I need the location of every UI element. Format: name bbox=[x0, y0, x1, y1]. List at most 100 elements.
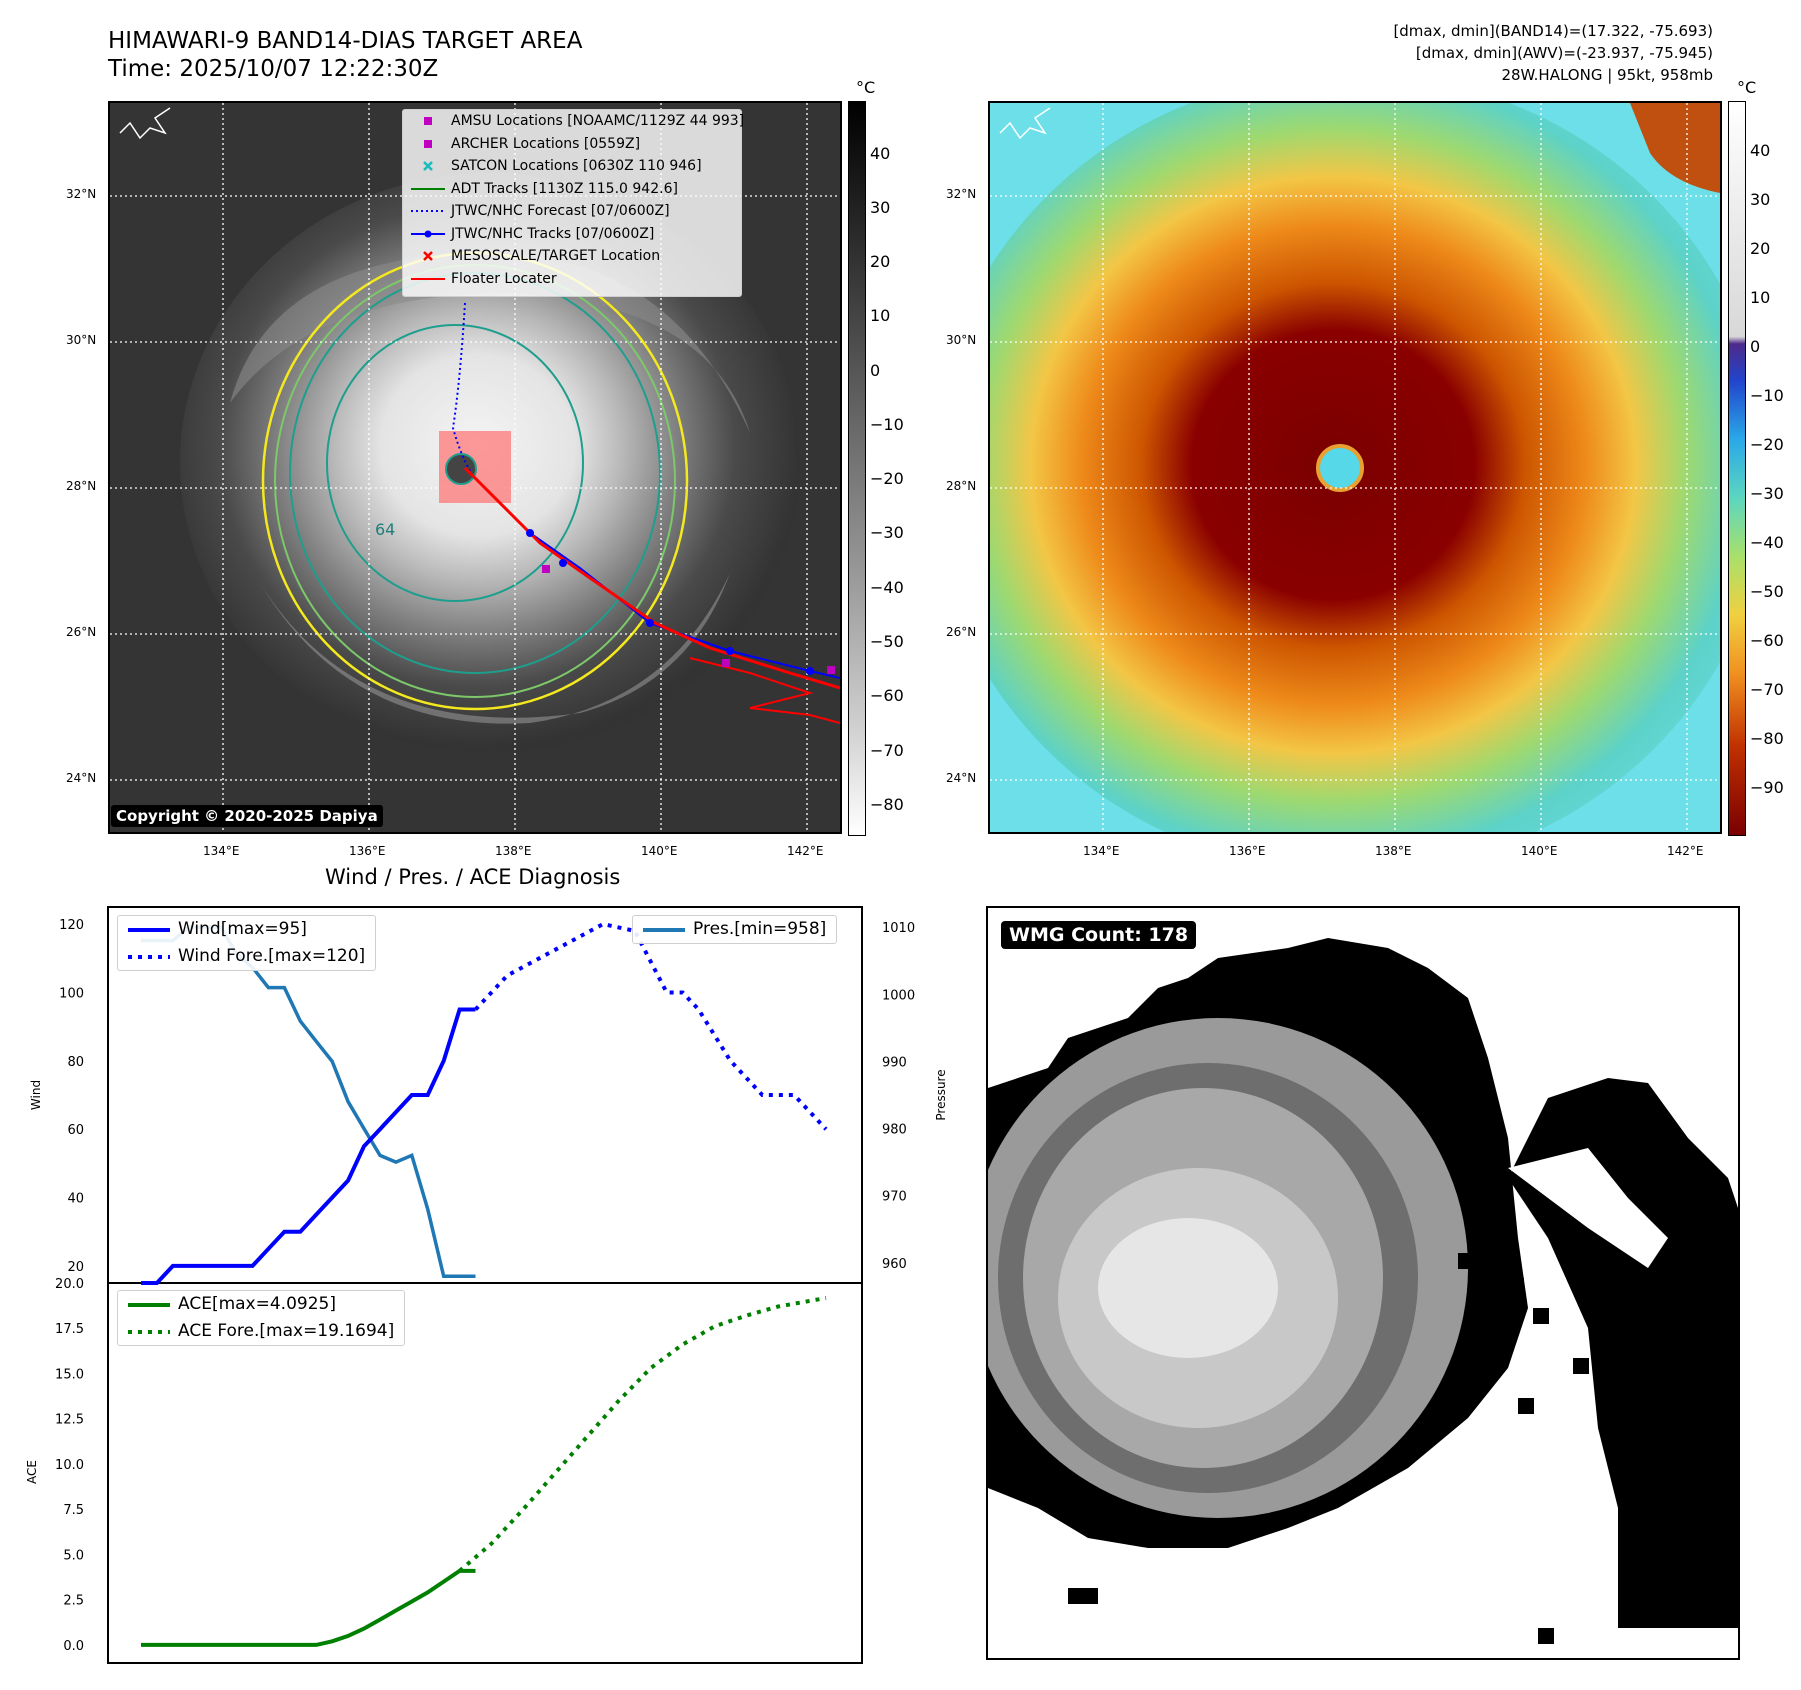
legend-label: Pres.[min=958] bbox=[693, 919, 827, 939]
ace-y-ticks: 20.0 17.5 15.0 12.5 10.0 7.5 5.0 2.5 0.0 bbox=[55, 1277, 84, 1654]
pressure-tick-label: 1000 bbox=[882, 988, 915, 1003]
colorbar-tick-label: −20 bbox=[870, 469, 904, 488]
band14-map-panel[interactable]: 64 AMSU Location bbox=[108, 101, 842, 834]
colorbar-tick-label: −40 bbox=[870, 578, 904, 597]
colorbar-tick-label: −40 bbox=[1750, 533, 1784, 552]
coastline bbox=[119, 107, 171, 140]
lat-tick-label: 32°N bbox=[946, 187, 977, 201]
solid-line-icon bbox=[128, 928, 170, 932]
ace-tick-label: 2.5 bbox=[63, 1594, 84, 1609]
wmg-panel[interactable]: WMG Count: 178 bbox=[986, 906, 1740, 1660]
colorbar-tick-label: −30 bbox=[870, 523, 904, 542]
lat-tick-label: 32°N bbox=[66, 187, 97, 201]
wind-tick-label: 80 bbox=[67, 1055, 84, 1070]
legend-label: JTWC/NHC Forecast [07/0600Z] bbox=[451, 203, 670, 219]
lat-tick-label: 28°N bbox=[66, 479, 97, 493]
storm-info-text: 28W.HALONG | 95kt, 958mb bbox=[1501, 66, 1713, 84]
floater-track bbox=[463, 466, 840, 690]
legend-label: ACE[max=4.0925] bbox=[178, 1294, 336, 1314]
pressure-tick-label: 960 bbox=[882, 1257, 907, 1272]
legend-entry: ACE[max=4.0925] bbox=[118, 1291, 404, 1318]
wind-legend: Wind[max=95] Wind Fore.[max=120] bbox=[117, 915, 377, 971]
lat-tick-label: 30°N bbox=[66, 333, 97, 347]
wind-series-line bbox=[141, 1007, 476, 1285]
colorbar-tick-label: 20 bbox=[1750, 239, 1771, 258]
wmg-core-brightest bbox=[1098, 1218, 1278, 1358]
ace-legend: ACE[max=4.0925] ACE Fore.[max=19.1694] bbox=[117, 1290, 406, 1346]
lon-tick-label: 138°E bbox=[495, 844, 532, 858]
legend-entry: MESOSCALE/TARGET Location bbox=[403, 245, 741, 268]
lat-tick-label: 28°N bbox=[946, 479, 977, 493]
dotted-line-icon bbox=[128, 955, 170, 959]
pressure-tick-label: 1010 bbox=[882, 921, 915, 936]
colorbar-tick-label: −90 bbox=[1750, 778, 1784, 797]
legend-label: Wind[max=95] bbox=[178, 919, 307, 939]
solid-line-icon bbox=[643, 928, 685, 932]
ace-tick-label: 5.0 bbox=[63, 1548, 84, 1563]
ace-tick-label: 15.0 bbox=[55, 1368, 84, 1383]
square-marker-icon bbox=[424, 117, 432, 125]
map-legend: AMSU Locations [NOAAMC/1129Z 44 993] ARC… bbox=[402, 109, 745, 297]
lat-tick-label: 30°N bbox=[946, 333, 977, 347]
legend-entry: AMSU Locations [NOAAMC/1129Z 44 993] bbox=[403, 110, 745, 133]
colorbar-tick-label: −80 bbox=[870, 795, 904, 814]
wind-tick-label: 20 bbox=[67, 1260, 84, 1275]
wind-tick-label: 100 bbox=[59, 987, 84, 1002]
pressure-legend: Pres.[min=958] bbox=[632, 915, 838, 944]
band14-colorbar bbox=[848, 101, 866, 836]
lat-tick-label: 26°N bbox=[946, 625, 977, 639]
square-marker-icon bbox=[424, 139, 432, 148]
line-dot-icon bbox=[411, 230, 445, 237]
legend-label: Floater Locater bbox=[451, 270, 557, 287]
diagnosis-title: Wind / Pres. / ACE Diagnosis bbox=[325, 865, 621, 889]
dotted-line-icon bbox=[411, 210, 445, 212]
colorbar-tick-label: −30 bbox=[1750, 484, 1784, 503]
colorbar-tick-label: −70 bbox=[870, 741, 904, 760]
ace-tick-label: 12.5 bbox=[55, 1413, 84, 1428]
awv-map-panel[interactable] bbox=[988, 101, 1722, 834]
contour-label: 64 bbox=[375, 520, 395, 539]
amsu-archer-points bbox=[542, 565, 835, 674]
lon-tick-label: 142°E bbox=[787, 844, 824, 858]
legend-entry: ARCHER Locations [0559Z] bbox=[403, 133, 741, 156]
wmg-speckles bbox=[1068, 988, 1589, 1644]
colorbar-tick-label: 10 bbox=[870, 306, 891, 325]
figure-title: HIMAWARI-9 BAND14-DIAS TARGET AREA bbox=[108, 28, 583, 54]
colorbar-unit: °C bbox=[856, 78, 876, 97]
ace-tick-label: 0.0 bbox=[63, 1639, 84, 1654]
legend-label: AMSU Locations [NOAAMC/1129Z 44 993] bbox=[451, 113, 745, 129]
colorbar-tick-label: 30 bbox=[1750, 190, 1771, 209]
awv-colorbar bbox=[1728, 101, 1746, 836]
legend-entry: Wind Fore.[max=120] bbox=[118, 943, 375, 970]
pressure-tick-label: 970 bbox=[882, 1190, 907, 1205]
legend-label: Wind Fore.[max=120] bbox=[178, 946, 366, 966]
colorbar-tick-label: 30 bbox=[870, 198, 891, 217]
colorbar-unit: °C bbox=[1737, 78, 1757, 97]
solid-line-icon bbox=[411, 277, 445, 280]
lat-tick-label: 24°N bbox=[66, 771, 97, 785]
colorbar-tick-label: 40 bbox=[1750, 141, 1771, 160]
awv-range-text: [dmax, dmin](AWV)=(-23.937, -75.945) bbox=[1415, 44, 1713, 62]
colorbar-tick-label: 40 bbox=[870, 144, 891, 163]
pressure-y-ticks: 1010 1000 990 980 970 960 bbox=[882, 921, 915, 1272]
band14-range-text: [dmax, dmin](BAND14)=(17.322, -75.693) bbox=[1393, 22, 1713, 40]
wind-forecast-series-line bbox=[474, 921, 828, 1131]
floater-track-tail bbox=[689, 657, 840, 724]
map-gridlines bbox=[990, 103, 1720, 832]
pressure-tick-label: 990 bbox=[882, 1055, 907, 1070]
legend-label: SATCON Locations [0630Z 110 946] bbox=[451, 158, 702, 174]
legend-label: ARCHER Locations [0559Z] bbox=[451, 135, 641, 152]
solid-line-icon bbox=[128, 1303, 170, 1307]
ace-tick-label: 7.5 bbox=[63, 1503, 84, 1518]
wmg-count-badge: WMG Count: 178 bbox=[1001, 921, 1197, 949]
colorbar-tick-label: 0 bbox=[870, 361, 881, 380]
dotted-line-icon bbox=[128, 1330, 170, 1334]
ace-tick-label: 10.0 bbox=[55, 1458, 84, 1473]
legend-entry: Wind[max=95] bbox=[118, 916, 375, 943]
legend-entry: Floater Locater bbox=[403, 268, 741, 291]
lon-tick-label: 134°E bbox=[203, 844, 240, 858]
awv-eye bbox=[1316, 444, 1364, 492]
lon-tick-label: 136°E bbox=[349, 844, 386, 858]
figure-timestamp: Time: 2025/10/07 12:22:30Z bbox=[108, 56, 439, 82]
ace-axis-label: ACE bbox=[25, 1460, 39, 1484]
